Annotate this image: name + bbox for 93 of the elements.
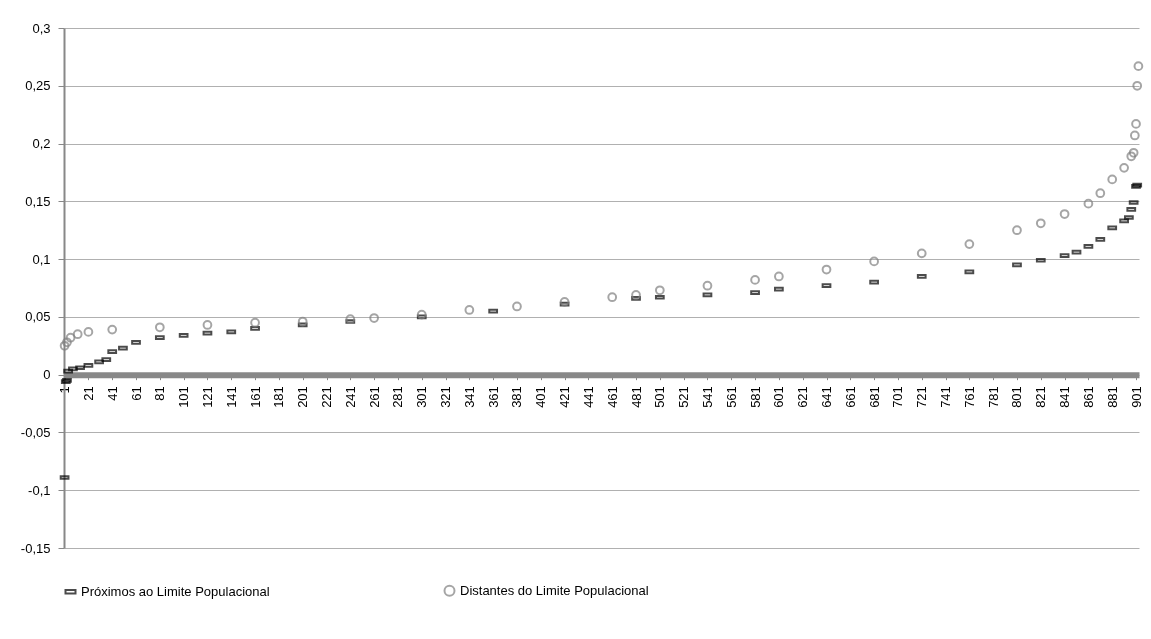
point	[202, 320, 213, 330]
point	[1126, 151, 1137, 162]
point	[83, 327, 94, 337]
x-tick-label: 261	[366, 386, 382, 408]
x-tick-label: 141	[223, 386, 239, 408]
point	[916, 248, 927, 259]
x-tick-label: 361	[485, 386, 501, 408]
x-tick-label: 201	[295, 386, 311, 408]
point	[1131, 119, 1141, 129]
x-tick-label: 321	[438, 386, 454, 408]
x-tick-label: 341	[461, 386, 477, 408]
y-tick-label: 0,05	[25, 309, 51, 325]
x-tick-label: 441	[580, 386, 596, 408]
point	[1083, 198, 1094, 209]
y-tick-label: 0,2	[32, 136, 51, 152]
legend-label: Próximos ao Limite Populacional	[81, 583, 270, 599]
point	[559, 297, 570, 307]
x-tick-label: 841	[1057, 386, 1073, 408]
y-tick-label: -0,1	[28, 482, 51, 498]
x-tick-label: 301	[414, 386, 430, 408]
point	[702, 280, 713, 291]
x-tick-label: 521	[676, 386, 692, 408]
x-tick-label: 881	[1104, 386, 1120, 408]
point	[65, 332, 76, 343]
point	[750, 275, 760, 285]
x-tick-label: 581	[747, 386, 763, 408]
point	[250, 317, 260, 328]
x-tick-label: 41	[104, 386, 120, 401]
x-tick-label: 861	[1080, 386, 1096, 408]
x-tick-label: 561	[723, 386, 739, 408]
y-tick-label: 0,25	[25, 78, 51, 94]
point	[1059, 209, 1070, 219]
x-tick-label: 121	[199, 386, 215, 408]
x-tick-label: 81	[152, 386, 168, 401]
x-tick-label: 281	[390, 386, 406, 408]
point	[107, 324, 118, 335]
y-tick-label: -0,15	[20, 540, 51, 556]
y-tick-label: 0,3	[32, 20, 51, 36]
x-tick-label: 821	[1033, 386, 1049, 408]
x-tick-label: 761	[961, 386, 977, 408]
x-tick-label: 681	[866, 386, 882, 408]
point	[72, 329, 83, 340]
point	[369, 313, 379, 323]
point	[607, 292, 618, 303]
point	[464, 305, 475, 315]
point	[1128, 147, 1139, 158]
x-tick-label: 181	[271, 386, 287, 408]
x-tick-label: 21	[80, 386, 96, 401]
x-tick-label: 461	[604, 386, 620, 408]
point	[964, 239, 975, 249]
x-tick-label: 481	[628, 386, 644, 408]
point	[1035, 218, 1046, 229]
point	[1012, 225, 1022, 236]
x-tick-label: 241	[342, 386, 358, 408]
x-tick-label: 541	[699, 386, 715, 408]
x-tick-label: 741	[938, 386, 954, 408]
x-tick-label: 381	[509, 386, 525, 408]
y-tick-label: -0,05	[20, 424, 51, 440]
point	[1107, 174, 1118, 185]
x-tick-label: 721	[914, 386, 930, 408]
y-tick-label: 0,1	[32, 251, 51, 267]
point	[1095, 188, 1106, 199]
point	[821, 264, 832, 275]
x-tick-label: 801	[1009, 386, 1025, 408]
y-tick-label: 0	[43, 367, 51, 383]
point	[869, 256, 879, 267]
x-tick-label: 221	[319, 386, 334, 408]
x-tick-label: 601	[771, 386, 787, 408]
x-tick-label: 641	[819, 386, 834, 408]
legend-label: Distantes do Limite Populacional	[460, 582, 649, 598]
x-tick-label: 61	[128, 386, 144, 401]
x-tick-label: 501	[652, 386, 668, 408]
point	[1133, 61, 1144, 71]
point	[1132, 80, 1143, 91]
x-tick-label: 401	[533, 386, 549, 408]
point	[297, 316, 308, 327]
point	[1129, 130, 1140, 141]
x-tick-label: 781	[985, 386, 1001, 408]
point	[154, 322, 165, 333]
x-tick-label: 161	[247, 386, 263, 408]
x-tick-label: 661	[842, 386, 858, 408]
point	[654, 285, 665, 296]
point	[774, 271, 784, 282]
x-tick-label: 621	[795, 386, 811, 408]
point	[1119, 162, 1129, 173]
y-tick-label: 0,15	[25, 193, 51, 209]
x-tick-label: 901	[1128, 386, 1144, 408]
x-tick-label: 701	[890, 386, 906, 408]
point	[631, 290, 641, 300]
point	[416, 309, 427, 320]
x-tick-label: 101	[176, 386, 192, 408]
x-tick-label: 421	[557, 386, 573, 408]
point	[512, 301, 522, 312]
